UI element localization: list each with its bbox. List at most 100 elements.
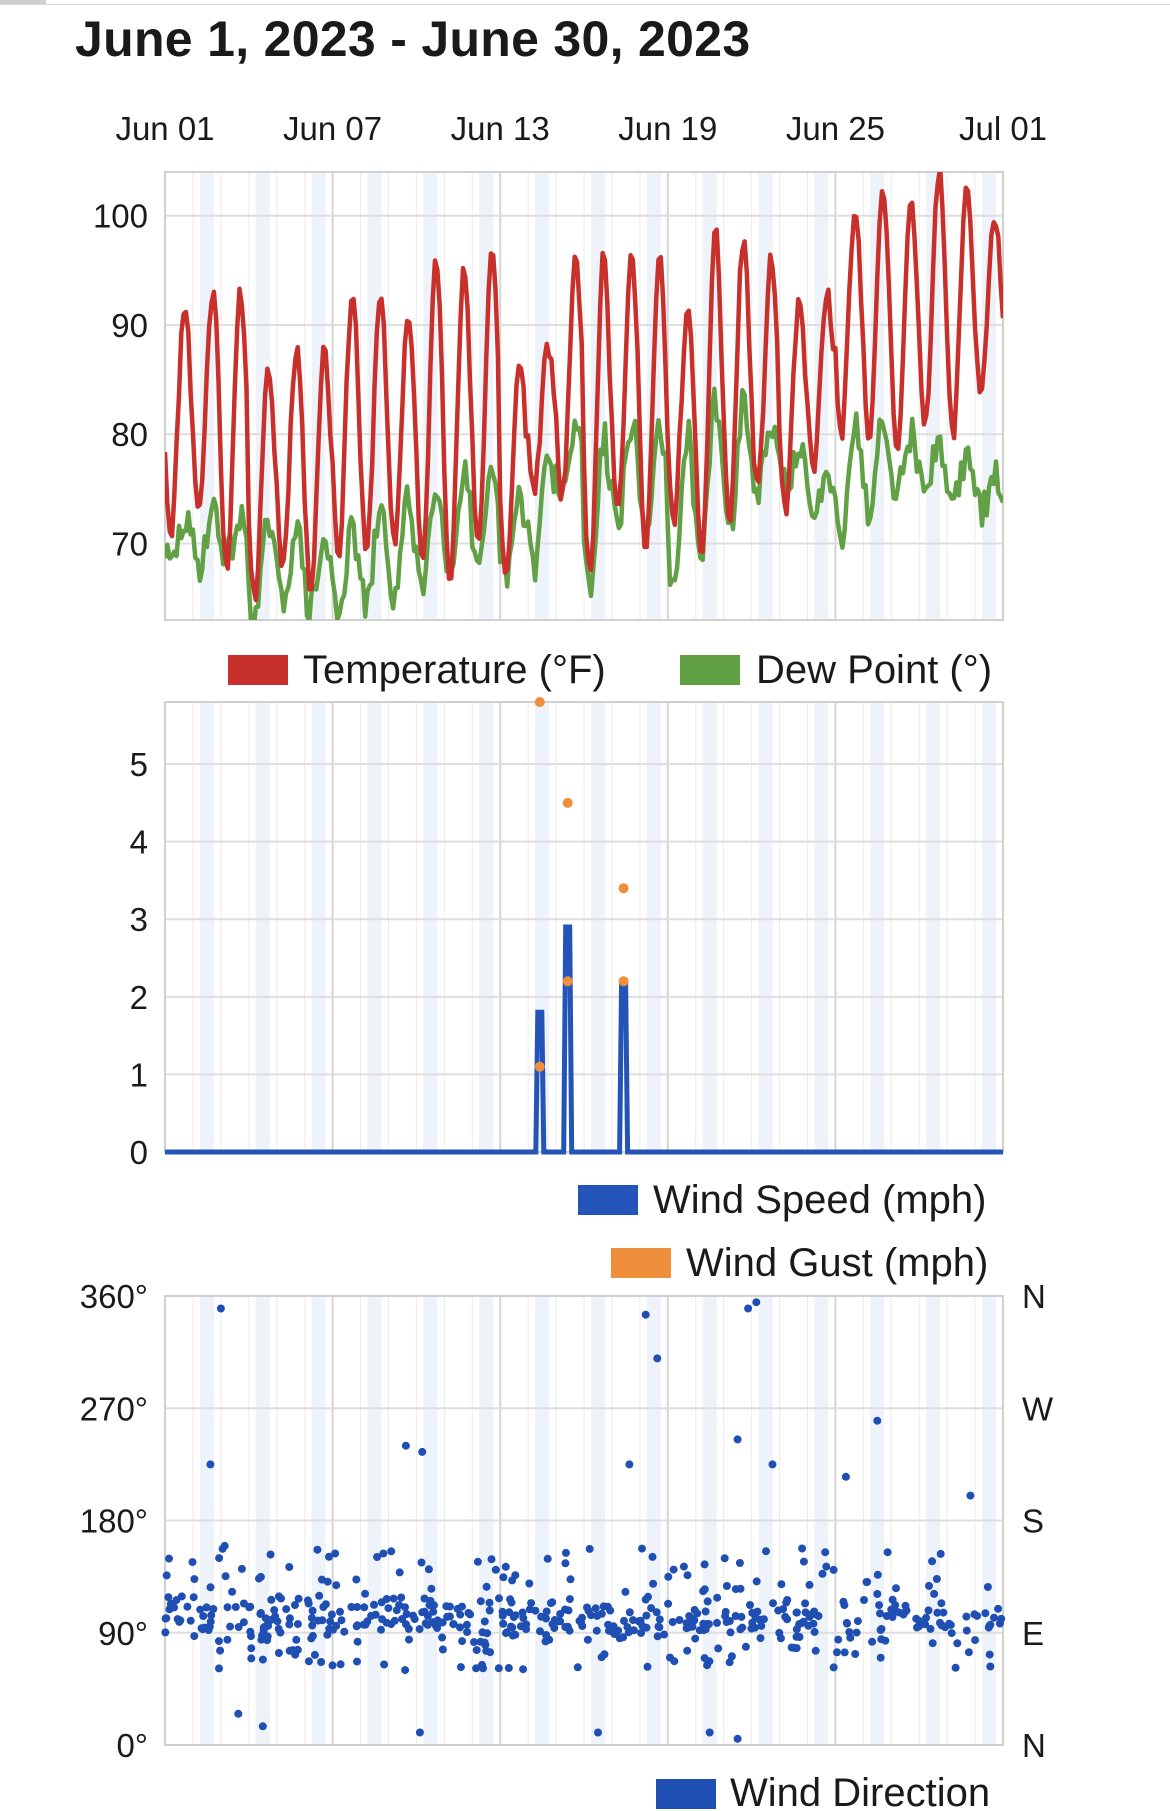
wind-direction-point — [415, 1728, 424, 1737]
x-tick-label: Jun 07 — [283, 110, 382, 147]
wind-direction-point — [401, 1603, 409, 1612]
temperature-series-line — [165, 172, 1003, 603]
wind-direction-point — [565, 1595, 574, 1604]
wind-direction-point — [550, 1624, 559, 1632]
wind-direction-point — [620, 1616, 628, 1625]
compass-label: S — [1022, 1503, 1044, 1540]
wind-direction-point — [442, 1602, 451, 1611]
wind-direction-point — [947, 1629, 956, 1638]
wind-gust-legend-item: Wind Gust (mph) — [611, 1241, 988, 1285]
wind-direction-point — [209, 1605, 218, 1613]
wind-direction-point — [752, 1298, 761, 1307]
day-band — [423, 702, 438, 1152]
wind-direction-point — [307, 1614, 316, 1622]
wind-direction-point — [405, 1635, 413, 1644]
wind-direction-point — [231, 1603, 240, 1611]
wind-speed-legend-label: Wind Speed (mph) — [653, 1178, 986, 1222]
wind-direction-point — [638, 1544, 646, 1553]
wind-direction-point — [876, 1653, 885, 1662]
wind-direction-point — [755, 1615, 764, 1624]
dew-point-legend-swatch — [680, 655, 740, 685]
wind-direction-point — [426, 1596, 435, 1605]
wind-direction-point — [239, 1618, 248, 1627]
wind-direction-point — [679, 1562, 688, 1571]
wind-direction-point — [704, 1620, 713, 1629]
x-tick-label: Jun 01 — [115, 110, 214, 147]
wind-direction-point — [776, 1634, 785, 1643]
wind-direction-point — [401, 1441, 410, 1450]
wind-direction-point — [478, 1660, 486, 1669]
wind-y-tick-label: 5 — [130, 746, 148, 783]
day-band — [814, 172, 829, 620]
wind-direction-point — [291, 1601, 299, 1609]
wind-direction-point — [720, 1554, 729, 1563]
wind-direction-point — [655, 1615, 664, 1624]
wind-direction-point — [994, 1604, 1003, 1613]
wind-direction-y-tick-label: 180° — [80, 1503, 148, 1540]
wind-direction-point — [379, 1549, 388, 1558]
wind-direction-point — [599, 1602, 608, 1611]
wind-direction-point — [922, 1613, 931, 1622]
wind-direction-point — [829, 1663, 838, 1672]
wind-direction-point — [321, 1600, 330, 1609]
wind-direction-point — [829, 1565, 838, 1574]
wind-direction-point — [593, 1611, 602, 1620]
wind-direction-point — [223, 1635, 232, 1644]
wind-direction-point — [939, 1608, 948, 1617]
wind-direction-point — [482, 1582, 491, 1591]
wind-direction-point — [846, 1633, 855, 1642]
wind-direction-point — [273, 1617, 282, 1626]
wind-direction-point — [822, 1562, 831, 1571]
day-band — [926, 172, 941, 620]
wind-direction-point — [353, 1603, 362, 1611]
wind-direction-point — [653, 1632, 662, 1641]
temperature-y-tick-label: 70 — [111, 526, 148, 563]
wind-direction-point — [585, 1544, 594, 1553]
wind-direction-point — [625, 1608, 634, 1617]
wind-gust-point — [618, 883, 629, 894]
wind-direction-point — [353, 1637, 362, 1646]
wind-direction-point — [360, 1603, 369, 1612]
wind-direction-point — [216, 1646, 225, 1655]
wind-direction-point — [340, 1627, 349, 1636]
wind-direction-point — [853, 1617, 862, 1626]
wind-direction-point — [953, 1639, 962, 1648]
wind-direction-point — [317, 1658, 326, 1666]
dew-point-series-line — [165, 386, 1003, 620]
wind-direction-point — [499, 1619, 508, 1628]
wind-direction-point — [810, 1607, 819, 1616]
wind-direction-point — [267, 1615, 276, 1624]
day-band — [255, 702, 270, 1152]
wind-direction-point — [641, 1595, 650, 1604]
wind-direction-point — [962, 1626, 971, 1635]
wind-direction-point — [161, 1614, 170, 1623]
wind-direction-point — [736, 1584, 745, 1593]
day-band — [199, 702, 214, 1152]
wind-direction-point — [285, 1614, 294, 1623]
wind-direction-point — [417, 1558, 426, 1567]
wind-direction-point — [818, 1569, 827, 1578]
wind-direction-point — [409, 1611, 418, 1620]
wind-direction-point — [798, 1544, 807, 1553]
wind-direction-point — [247, 1644, 256, 1653]
wind-direction-point — [810, 1627, 819, 1636]
wind-direction-point — [930, 1589, 939, 1598]
wind-direction-point — [402, 1620, 410, 1629]
wind-direction-point — [883, 1548, 892, 1557]
wind-direction-point — [206, 1583, 215, 1592]
wind-direction-point — [664, 1572, 673, 1581]
wind-direction-point — [882, 1612, 891, 1620]
wind-direction-point — [476, 1597, 485, 1606]
wind-direction-point — [795, 1620, 804, 1629]
wind-direction-point — [700, 1560, 709, 1569]
wind-gust-point — [534, 697, 545, 707]
wind-direction-point — [733, 1435, 742, 1444]
wind-direction-point — [499, 1573, 508, 1582]
wind-direction-point — [541, 1637, 550, 1646]
wind-direction-point — [202, 1603, 211, 1612]
wind-direction-point — [986, 1662, 995, 1671]
wind-direction-point — [642, 1611, 651, 1620]
wind-direction-point — [216, 1304, 225, 1313]
wind-direction-point — [472, 1664, 481, 1673]
wind-speed-legend-item: Wind Speed (mph) — [578, 1178, 986, 1222]
